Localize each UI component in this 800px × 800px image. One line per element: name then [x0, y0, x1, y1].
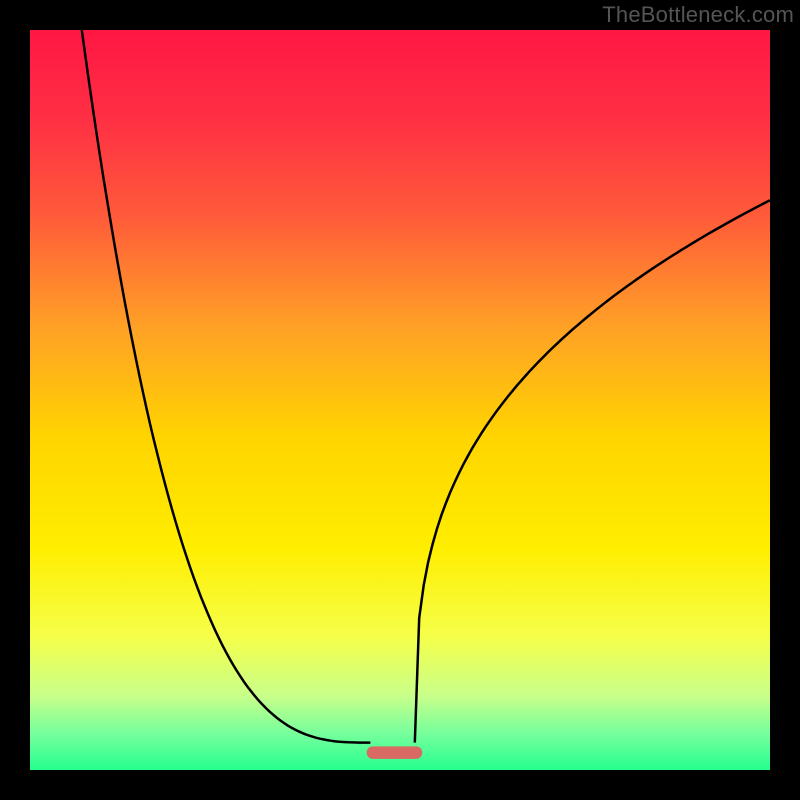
plot-area: [30, 30, 770, 770]
watermark-text: TheBottleneck.com: [602, 2, 794, 28]
bottleneck-chart: [0, 0, 800, 800]
optimum-marker: [367, 746, 423, 759]
chart-frame: TheBottleneck.com: [0, 0, 800, 800]
